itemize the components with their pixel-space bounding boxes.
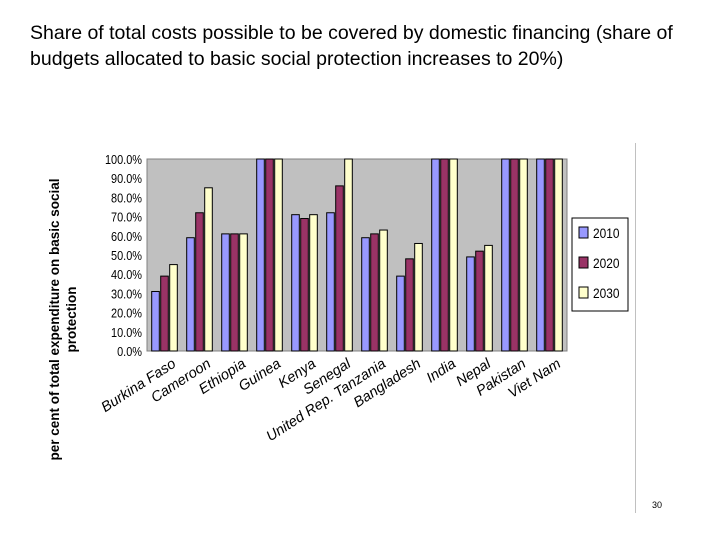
bar-2010 [536,158,545,352]
bar-2030 [239,233,248,352]
y-tick-label: 80.0% [111,190,142,205]
bar-2030 [379,229,388,352]
y-axis-ticks: 100.0% 90.0% 80.0% 70.0% 60.0% 50.0% 40.0% 30.0… [105,152,142,359]
bar-2020 [230,233,239,352]
bar-2020 [335,185,344,352]
y-tick-label: 0.0% [117,344,142,359]
bar-2010 [291,214,300,352]
y-tick-label: 100.0% [105,152,142,167]
bar-2010 [431,158,440,352]
bar-2010 [326,212,335,352]
x-axis-labels: Burkina FasoCameroonEthiopiaGuineaKenyaS… [99,356,564,446]
legend-label-2010: 2010 [593,225,619,241]
bar-2010 [361,237,370,352]
y-axis-title: per cent of total expenditure on basic s… [47,178,79,461]
bar-2020 [195,212,204,352]
y-tick-label: 40.0% [111,267,142,282]
bars [151,158,563,352]
plot-area [146,158,568,352]
bar-2010 [466,256,475,352]
bar-2020 [545,158,554,352]
bar-2030 [204,187,213,352]
y-tick-label: 30.0% [111,286,142,301]
bar-2030 [414,242,423,352]
y-tick-label: 10.0% [111,325,142,340]
bar-2010 [396,275,405,352]
legend-swatch-2020 [578,256,589,269]
bar-2030 [449,158,458,352]
legend-swatch-2030 [578,286,589,299]
slide-title: Share of total costs possible to be cove… [30,22,673,70]
bar-2020 [160,275,169,352]
bar-chart: 100.0% 90.0% 80.0% 70.0% 60.0% 50.0% 40.0% 30.0… [99,152,629,446]
bar-2030 [484,244,493,352]
bar-2010 [501,158,510,352]
bar-2020 [510,158,519,352]
bar-2030 [169,264,178,352]
bar-2020 [370,233,379,352]
legend-label-2030: 2030 [593,285,619,301]
bar-2030 [519,158,528,352]
bar-2020 [440,158,449,352]
chart-frame: 100.0% 90.0% 80.0% 70.0% 60.0% 50.0% 40.0% 30.0… [84,143,636,513]
bar-2030 [274,158,283,352]
bar-2030 [309,214,318,352]
bar-2020 [265,158,274,352]
bar-2010 [256,158,265,352]
y-tick-label: 20.0% [111,306,142,321]
bar-2010 [221,233,230,352]
x-tick-label: India [424,356,459,387]
y-tick-label: 50.0% [111,248,142,263]
page-number: 30 [652,500,663,510]
y-tick-label: 90.0% [111,171,142,186]
bar-2030 [344,158,353,352]
y-tick-label: 60.0% [111,229,142,244]
bar-2030 [554,158,563,352]
bar-2010 [151,290,160,352]
legend-swatch-2010 [578,226,589,239]
bar-2020 [300,218,309,352]
bar-2020 [475,250,484,352]
legend-label-2020: 2020 [593,255,619,271]
bar-2010 [186,237,195,352]
y-tick-label: 70.0% [111,210,142,225]
legend: 2010 2020 2030 [571,217,629,312]
bar-2020 [405,258,414,352]
